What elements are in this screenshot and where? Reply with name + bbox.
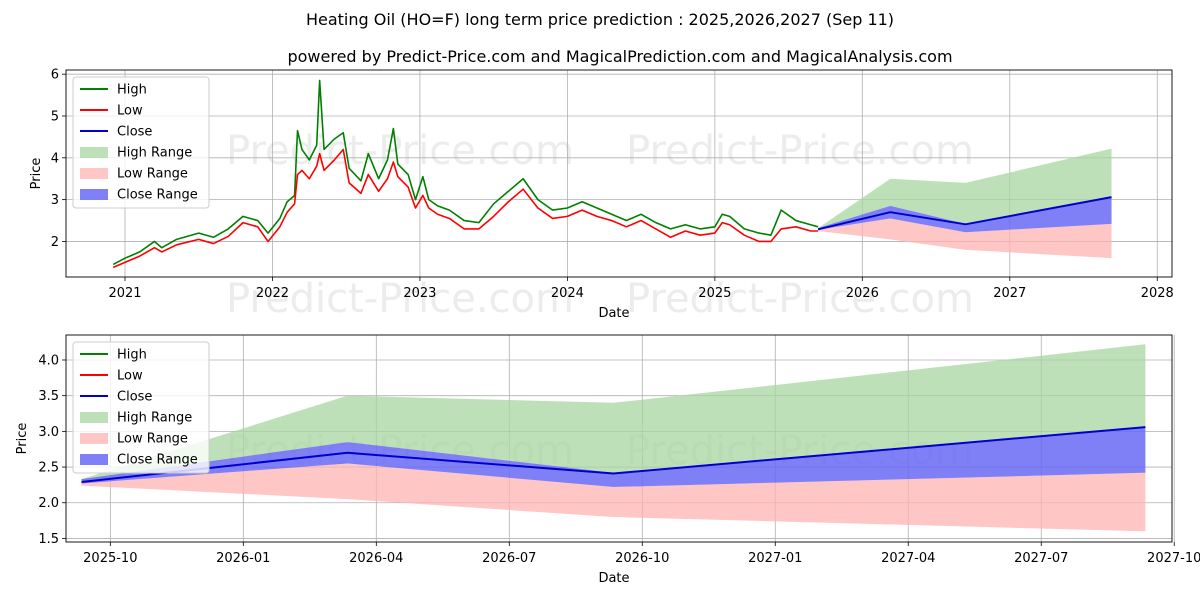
x-tick-label: 2026 [846,286,879,301]
legend-label-low-range: Low Range [117,432,188,447]
x-tick-label: 2024 [551,286,584,301]
x-tick-label: 2028 [1141,286,1174,301]
chart-panel-1: Predict-Price.com Predict-Price.com Predic… [29,68,1174,322]
x-tick-label: 2026-04 [349,551,403,566]
plot-area [81,344,1146,532]
x-tick-label: 2023 [403,286,436,301]
series-low-range-band [818,218,1112,259]
watermark-text: Predict-Price.com [226,276,574,322]
watermark-text: Predict-Price.com [626,128,974,174]
x-tick-label: 2026-07 [482,551,536,566]
x-tick-label: 2022 [256,286,289,301]
legend-label-high-range: High Range [117,411,192,426]
axes-frame [65,334,1173,543]
y-tick-label: 3.5 [38,389,59,404]
y-axis-label: Price [15,423,30,455]
y-tick-label: 5 [51,110,59,125]
legend-label-high-range: High Range [117,146,192,161]
x-tick-label: 2025-10 [83,551,137,566]
y-tick-label: 2.0 [38,496,59,511]
legend-label-close: Close [117,125,152,140]
y-tick-label: 3.0 [38,425,59,440]
x-tick-label: 2027-04 [881,551,935,566]
x-tick-label: 2026-01 [216,551,270,566]
x-tick-label: 2027-01 [748,551,802,566]
legend-swatch-high-range [80,147,108,158]
series-close-range-band [818,197,1112,233]
plot-area [112,79,1112,269]
watermark-text: Predict-Price.com [626,276,974,322]
x-axis-label: Date [598,306,629,321]
y-tick-label: 2 [51,235,59,250]
legend-swatch-high-range [80,412,108,423]
x-axis-label: Date [598,571,629,586]
legend-label-high: High [117,83,147,98]
x-tick-label: 2027-10 [1147,551,1200,566]
series-close-line [817,196,1112,231]
legend-label-close-range: Close Range [117,188,198,203]
legend: High Low Close High Range Low Range Close Ran… [72,341,210,474]
legend-swatch-close-range [80,189,108,200]
series-high-range-band [81,344,1146,481]
x-tick-label: 2027-07 [1014,551,1068,566]
legend-swatch-close-range [80,454,108,465]
legend-label-high: High [117,348,147,363]
y-tick-label: 4 [51,151,59,166]
series-low-range-band [81,463,1146,532]
legend: High Low Close High Range Low Range Close Ran… [72,76,210,209]
chart-title: Heating Oil (HO=F) long term price predi… [306,10,894,29]
y-tick-label: 6 [51,68,59,83]
x-tick-label: 2027 [993,286,1026,301]
legend-label-close: Close [117,390,152,405]
series-high-line [112,79,819,266]
x-tick-label: 2021 [108,286,141,301]
y-axis-label: Price [29,158,44,190]
legend-label-low: Low [117,104,143,119]
legend-label-low-range: Low Range [117,167,188,182]
legend-label-low: Low [117,369,143,384]
series-high-range-band [818,148,1112,229]
y-tick-label: 4.0 [38,353,59,368]
x-tick-label: 2026-10 [615,551,669,566]
x-tick-label: 2025 [698,286,731,301]
chart-panel-2: Predict-Price.comPredict-Price.com1.52.0… [15,334,1200,586]
y-tick-label: 2.5 [38,461,59,476]
legend-swatch-low-range [80,433,108,444]
legend-swatch-low-range [80,168,108,179]
axes-frame [65,69,1173,278]
y-tick-label: 3 [51,193,59,208]
chart-subtitle: powered by Predict-Price.com and Magical… [287,47,952,66]
series-close-line [81,426,1146,484]
legend-label-close-range: Close Range [117,453,198,468]
series-close-range-band [81,427,1146,488]
series-low-line [112,148,819,269]
y-tick-label: 1.5 [38,532,59,547]
